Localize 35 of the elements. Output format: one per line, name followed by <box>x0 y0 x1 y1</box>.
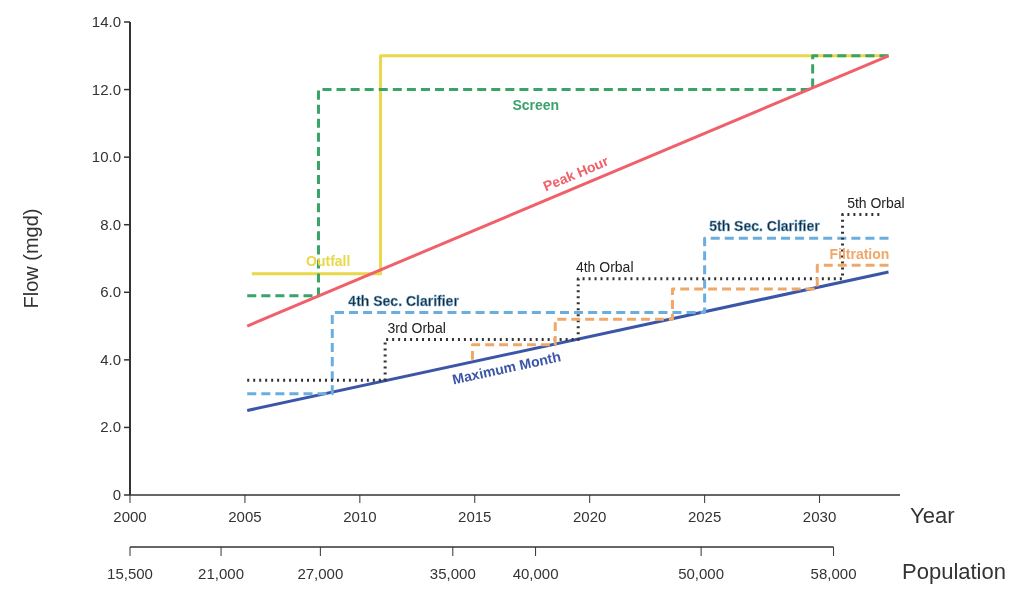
series-label: Outfall <box>306 252 351 269</box>
text: Maximum Month <box>450 348 563 388</box>
x2-tick-label: 58,000 <box>810 565 857 582</box>
y-tick-label: 8.0 <box>100 215 121 233</box>
y-tick-label: 10.0 <box>91 148 121 166</box>
x2-tick-label: 50,000 <box>678 565 725 582</box>
series-label: Filtration <box>829 246 890 263</box>
y-axis-title: Flow (mgd) <box>20 208 42 309</box>
x-tick-label: 2015 <box>458 508 492 525</box>
x-tick-label: 2020 <box>573 508 607 525</box>
y-tick-label: 12.0 <box>91 80 121 98</box>
annotation: 3rd Orbal <box>387 319 446 336</box>
y-tick-label: 14.0 <box>91 13 121 30</box>
annotation: 5th Orbal <box>847 194 905 211</box>
x-tick-label: 2025 <box>687 508 722 525</box>
x2-tick-label: 40,000 <box>512 565 559 582</box>
x2-tick-label: 15,500 <box>107 565 153 582</box>
x-axis-title: Year <box>910 503 955 528</box>
annotation: 4th Orbal <box>575 258 634 275</box>
y-tick-label: 4.0 <box>100 350 121 368</box>
y-tick-label: 0 <box>112 486 121 503</box>
y-tick-label: 6.0 <box>100 283 121 301</box>
annotation: 4th Sec. Clarifier <box>348 292 460 309</box>
annotation: 5th Sec. Clarifier <box>709 218 821 235</box>
text: Peak Hour <box>540 152 612 195</box>
x-tick-label: 2000 <box>113 508 147 525</box>
x2-tick-label: 27,000 <box>297 565 344 582</box>
x-tick-label: 2005 <box>228 508 262 525</box>
y-tick-label: 2.0 <box>100 418 121 436</box>
x2-axis-title: Population <box>902 559 1006 584</box>
x2-tick-label: 35,000 <box>429 565 476 582</box>
x-tick-label: 2030 <box>802 508 837 525</box>
x-tick-label: 2010 <box>343 508 377 525</box>
x2-tick-label: 21,000 <box>198 565 244 582</box>
series-label: Screen <box>512 96 560 113</box>
